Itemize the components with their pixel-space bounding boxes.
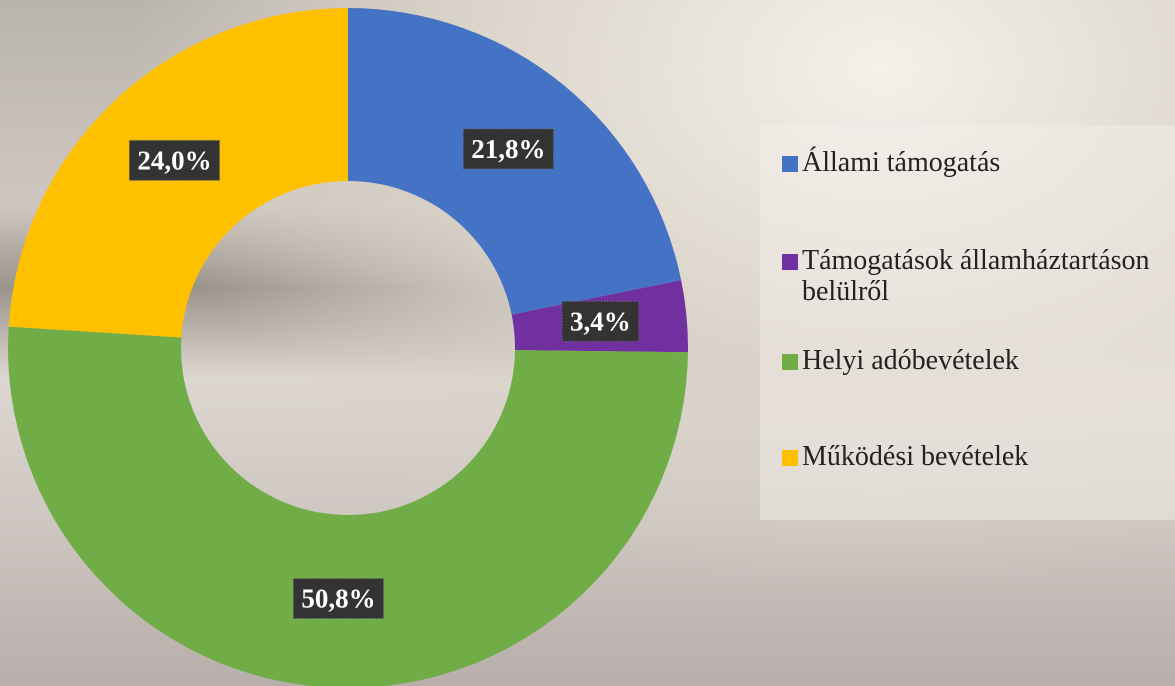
legend-label: Állami támogatás xyxy=(802,147,1001,178)
legend-entry: Támogatások államháztartáson belülről xyxy=(782,245,1172,307)
legend-entry: Helyi adóbevételek xyxy=(782,345,1172,376)
legend-label: Működési bevételek xyxy=(802,441,1029,472)
legend-swatch xyxy=(782,450,798,466)
legend-label: Helyi adóbevételek xyxy=(802,345,1019,376)
data-label: 21,8% xyxy=(471,134,545,164)
legend-entry: Állami támogatás xyxy=(782,147,1172,178)
donut-segment xyxy=(8,326,688,686)
legend-swatch xyxy=(782,156,798,172)
legend-label: Támogatások államháztartáson belülről xyxy=(802,245,1150,307)
label-box xyxy=(561,300,640,342)
legend-entry: Működési bevételek xyxy=(782,441,1172,472)
label-box xyxy=(292,578,385,620)
label-box xyxy=(462,128,554,170)
legend-swatch xyxy=(782,254,798,270)
label-box xyxy=(128,139,221,181)
legend-swatch xyxy=(782,354,798,370)
data-label: 3,4% xyxy=(570,306,631,336)
data-label: 24,0% xyxy=(137,145,211,175)
legend: Állami támogatás Támogatások államháztart… xyxy=(760,125,1175,520)
data-label: 50,8% xyxy=(301,584,375,614)
